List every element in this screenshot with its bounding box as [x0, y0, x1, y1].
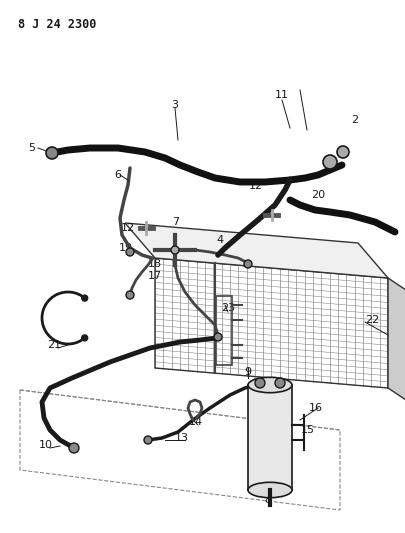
Text: 18: 18	[147, 259, 162, 269]
Text: 2: 2	[351, 115, 358, 125]
Text: 10: 10	[39, 440, 53, 450]
Circle shape	[81, 295, 87, 301]
Circle shape	[213, 333, 222, 341]
Text: 9: 9	[244, 367, 251, 377]
Text: 6: 6	[114, 170, 121, 180]
Text: 11: 11	[274, 90, 288, 100]
Text: 8: 8	[264, 495, 271, 505]
Text: 5: 5	[28, 143, 35, 153]
Text: 22: 22	[364, 315, 378, 325]
Circle shape	[171, 246, 179, 254]
Text: 16: 16	[308, 403, 322, 413]
Circle shape	[46, 147, 58, 159]
Circle shape	[254, 378, 264, 388]
Text: 17: 17	[147, 271, 162, 281]
Text: 4: 4	[216, 235, 223, 245]
Circle shape	[274, 378, 284, 388]
Text: 14: 14	[188, 417, 202, 427]
Ellipse shape	[247, 482, 291, 498]
Text: 3: 3	[171, 100, 178, 110]
Text: 21: 21	[47, 340, 61, 350]
Polygon shape	[125, 223, 387, 278]
Text: 23: 23	[220, 303, 234, 313]
Text: 12: 12	[121, 223, 135, 233]
Text: 15: 15	[300, 425, 314, 435]
Text: 20: 20	[310, 190, 324, 200]
Circle shape	[69, 443, 79, 453]
Polygon shape	[387, 278, 405, 400]
Text: 7: 7	[172, 217, 179, 227]
Ellipse shape	[247, 377, 291, 393]
Circle shape	[336, 146, 348, 158]
Circle shape	[243, 260, 252, 268]
Text: 12: 12	[248, 181, 262, 191]
Circle shape	[126, 248, 134, 256]
Circle shape	[144, 436, 151, 444]
Bar	[215, 296, 231, 365]
Bar	[247, 385, 291, 490]
Text: 8 J 24 2300: 8 J 24 2300	[18, 18, 96, 31]
Circle shape	[81, 335, 87, 341]
Circle shape	[126, 291, 134, 299]
Text: 13: 13	[175, 433, 189, 443]
Text: 19: 19	[119, 243, 133, 253]
Circle shape	[322, 155, 336, 169]
